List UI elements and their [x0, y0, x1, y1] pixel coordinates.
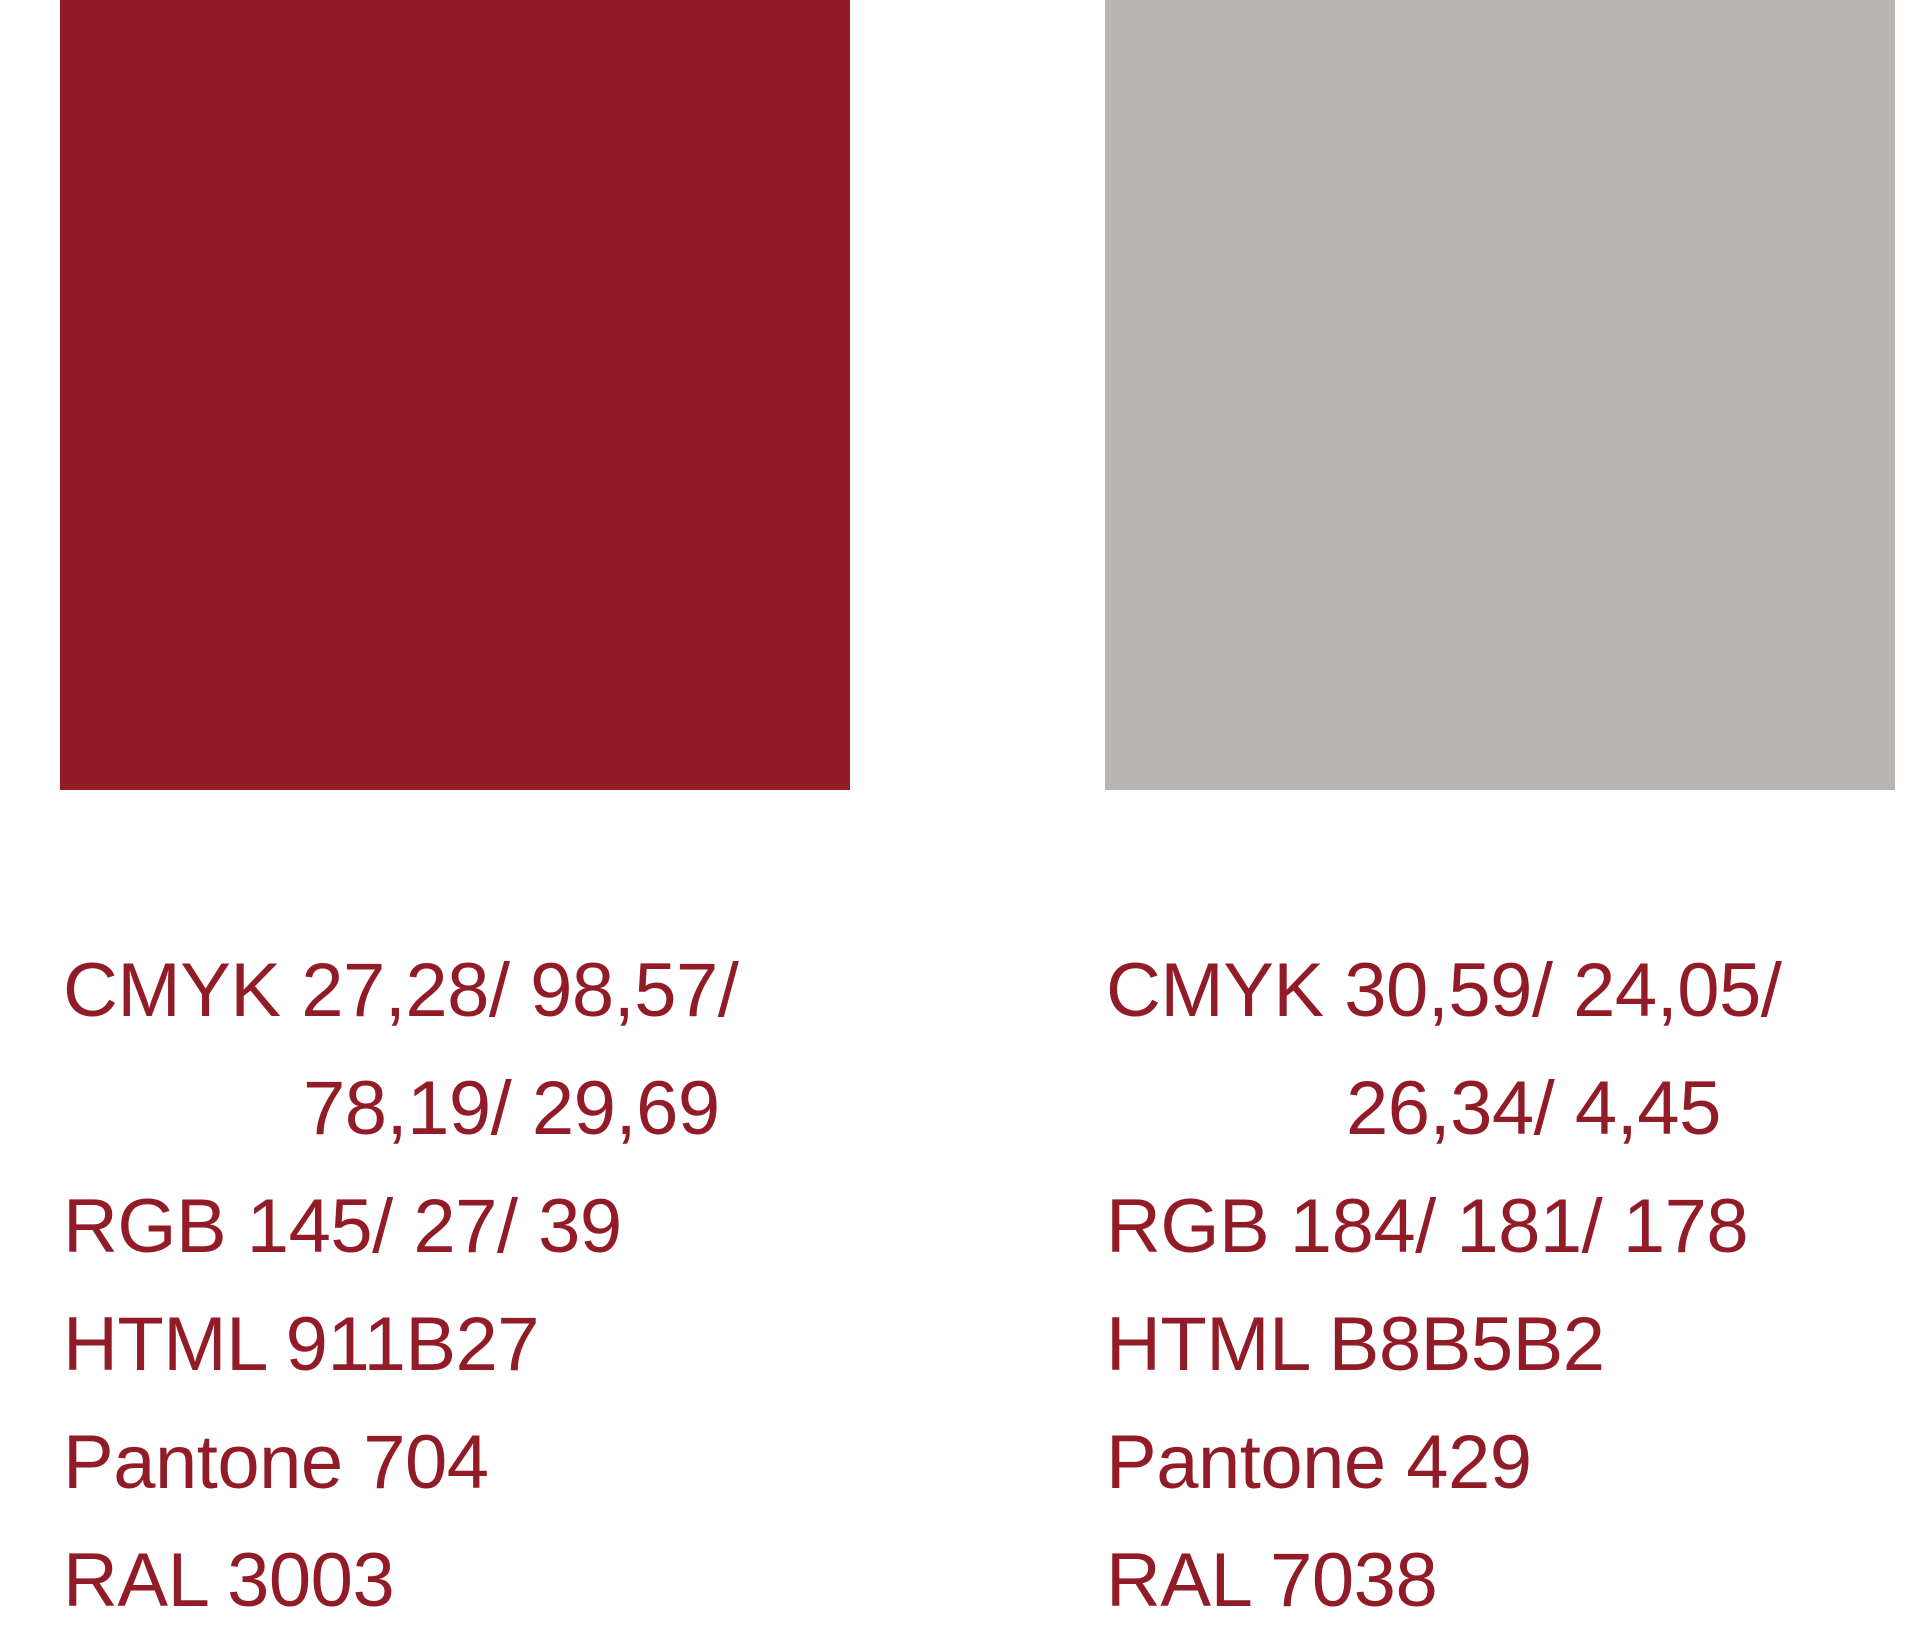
cmyk-value-continued: 26,34/ 4,45: [1346, 1066, 1721, 1151]
color-spec-gray: CMYK 30,59/ 24,05/ 26,34/ 4,45 RGB 184/ …: [1106, 932, 1782, 1640]
pantone-value: Pantone 704: [63, 1420, 489, 1505]
rgb-value: RGB 145/ 27/ 39: [63, 1184, 622, 1269]
ral-value: RAL 3003: [63, 1538, 395, 1623]
cmyk-value: CMYK 27,28/ 98,57/: [63, 948, 739, 1033]
ral-value: RAL 7038: [1106, 1538, 1438, 1623]
color-spec-red: CMYK 27,28/ 98,57/ 78,19/ 29,69 RGB 145/…: [63, 932, 739, 1640]
color-swatch-gray: [1105, 0, 1895, 790]
rgb-value: RGB 184/ 181/ 178: [1106, 1184, 1749, 1269]
color-swatch-red: [60, 0, 850, 790]
html-value: HTML B8B5B2: [1106, 1302, 1605, 1387]
cmyk-value: CMYK 30,59/ 24,05/: [1106, 948, 1782, 1033]
cmyk-value-continued: 78,19/ 29,69: [303, 1066, 720, 1151]
pantone-value: Pantone 429: [1106, 1420, 1532, 1505]
html-value: HTML 911B27: [63, 1302, 540, 1387]
